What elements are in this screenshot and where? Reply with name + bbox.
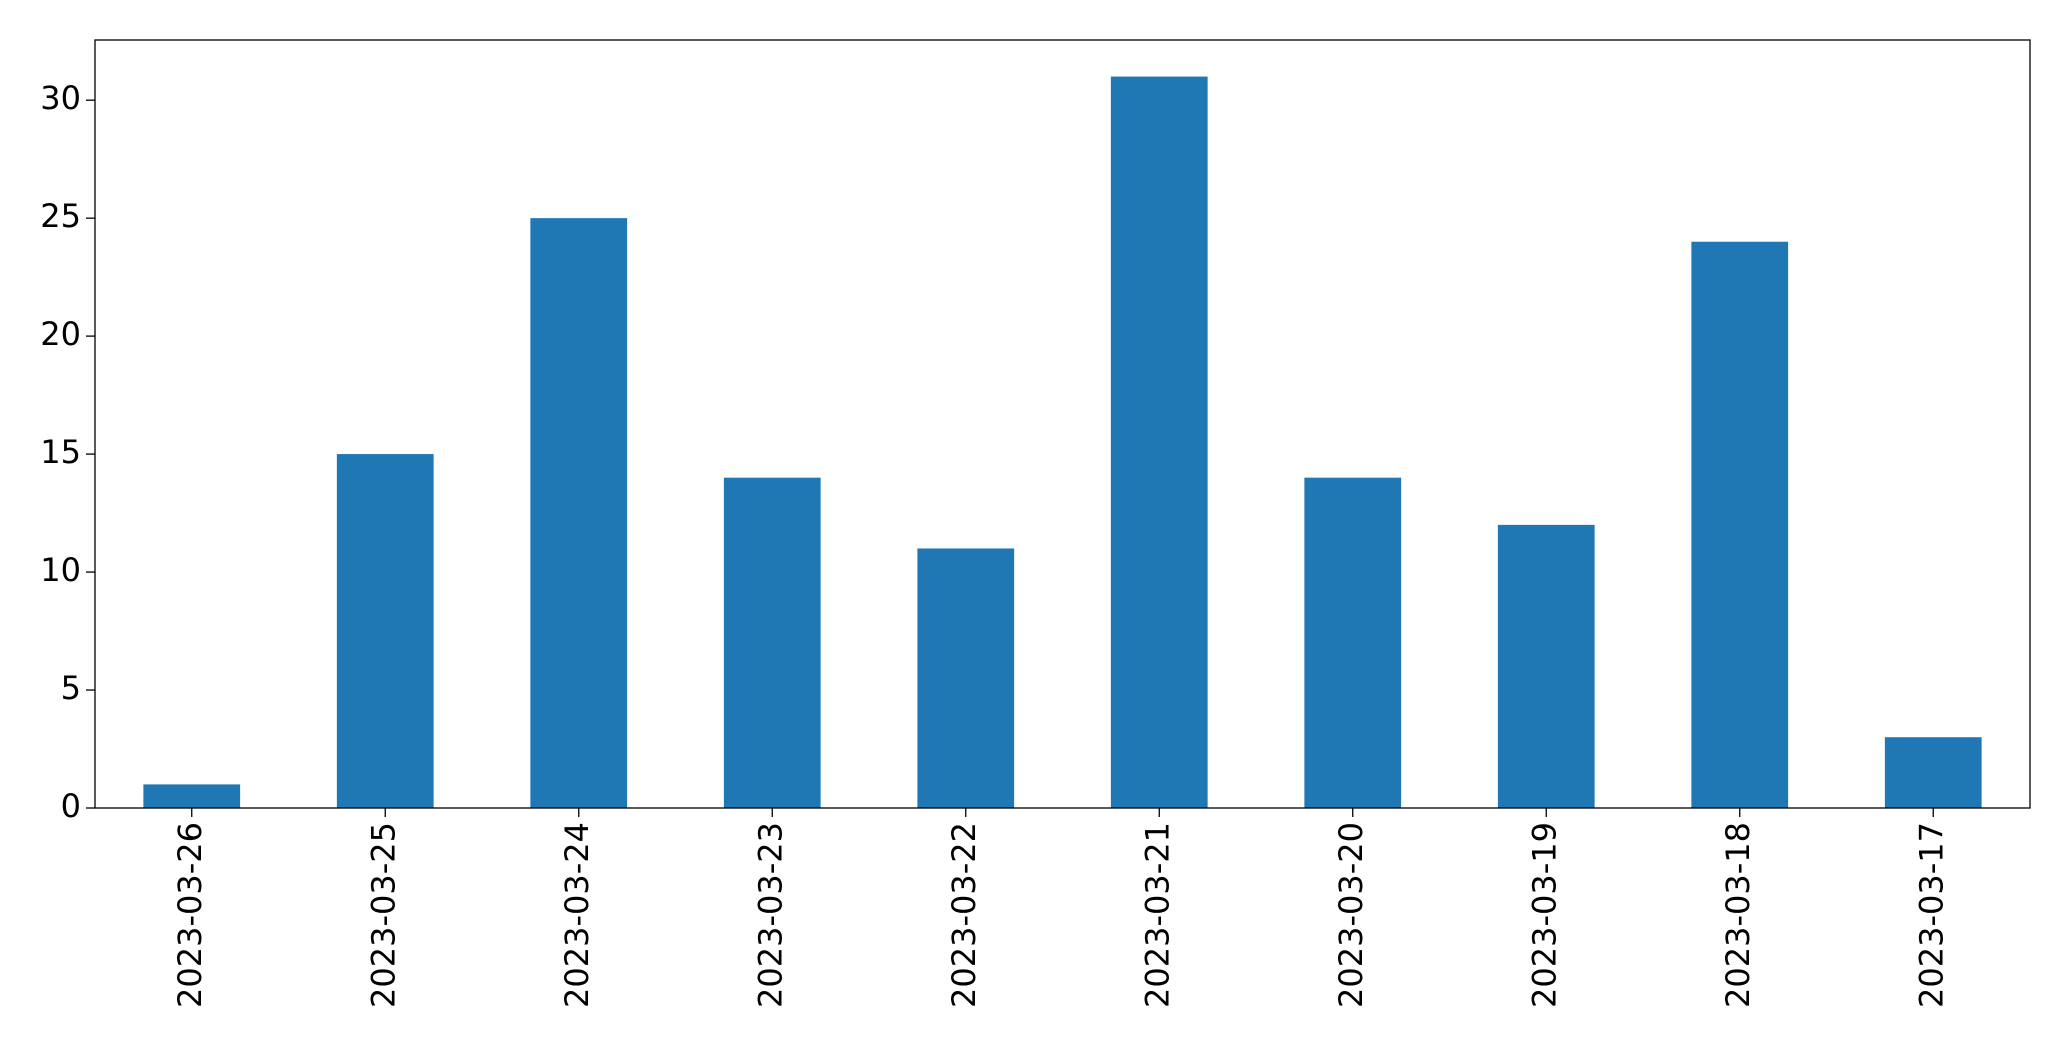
- x-tick-label: 2023-03-18: [1719, 822, 1757, 1008]
- bar: [1691, 241, 1789, 808]
- bar: [1304, 477, 1402, 808]
- y-tick-label: 25: [40, 197, 81, 235]
- plot-frame: [94, 39, 2031, 809]
- bar: [336, 454, 434, 808]
- x-tick-label: 2023-03-19: [1525, 822, 1563, 1008]
- x-tick-label: 2023-03-25: [364, 822, 402, 1008]
- y-tick-label: 5: [61, 669, 81, 707]
- bar: [1884, 737, 1982, 808]
- y-tick-label: 0: [61, 787, 81, 825]
- bar: [530, 218, 628, 808]
- x-tick-label: 2023-03-26: [171, 822, 209, 1008]
- bar: [723, 477, 821, 808]
- bar: [917, 548, 1015, 808]
- x-tick-label: 2023-03-17: [1912, 822, 1950, 1008]
- x-tick-label: 2023-03-21: [1138, 822, 1176, 1008]
- y-tick-label: 10: [40, 551, 81, 589]
- bar: [1110, 76, 1208, 809]
- bar: [1497, 524, 1595, 808]
- y-tick-label: 20: [40, 315, 81, 353]
- y-tick-label: 30: [40, 79, 81, 117]
- x-tick-label: 2023-03-22: [945, 822, 983, 1008]
- x-tick-label: 2023-03-20: [1332, 822, 1370, 1008]
- x-tick-label: 2023-03-23: [751, 822, 789, 1008]
- y-tick-label: 15: [40, 433, 81, 471]
- x-tick-label: 2023-03-24: [558, 822, 596, 1008]
- bar: [143, 784, 241, 808]
